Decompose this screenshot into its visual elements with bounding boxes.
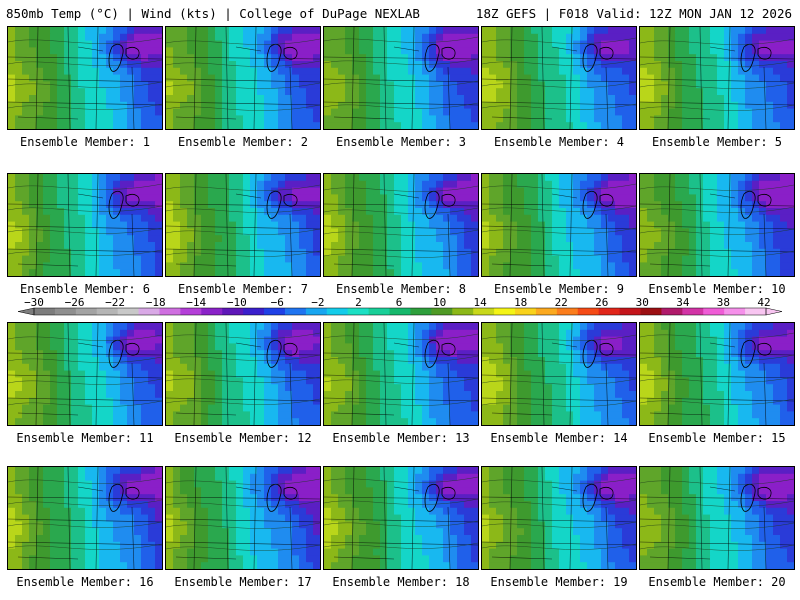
ensemble-member-map <box>639 466 795 570</box>
colorbar-swatch <box>243 308 265 315</box>
colorbar-tick-label: −6 <box>271 296 284 309</box>
ensemble-member-map <box>165 322 321 426</box>
colorbar-swatch <box>494 308 516 315</box>
colorbar-tick-label: −26 <box>65 296 85 309</box>
colorbar-tick-label: 10 <box>433 296 446 309</box>
ensemble-member-caption: Ensemble Member: 10 <box>648 282 786 296</box>
ensemble-member-map <box>165 466 321 570</box>
ensemble-member-caption: Ensemble Member: 7 <box>177 282 309 296</box>
colorbar-min-arrow <box>17 307 35 316</box>
colorbar-swatch <box>326 308 349 315</box>
colorbar-swatch <box>703 308 725 315</box>
ensemble-member-map <box>481 322 637 426</box>
ensemble-member-caption: Ensemble Member: 16 <box>16 575 154 589</box>
ensemble-member-caption: Ensemble Member: 14 <box>490 431 628 445</box>
ensemble-member-caption: Ensemble Member: 19 <box>490 575 628 589</box>
ensemble-member-caption: Ensemble Member: 18 <box>332 575 470 589</box>
ensemble-member-caption: Ensemble Member: 13 <box>332 431 470 445</box>
colorbar-tick-label: −10 <box>227 296 247 309</box>
ensemble-member-map <box>165 173 321 277</box>
colorbar-swatch <box>556 308 579 315</box>
ensemble-member-map <box>323 173 479 277</box>
colorbar-swatch <box>431 308 453 315</box>
colorbar-tick-label: −22 <box>105 296 125 309</box>
colorbar-tick-label: 18 <box>514 296 527 309</box>
colorbar-swatch <box>180 308 202 315</box>
colorbar-swatch <box>264 308 286 315</box>
run-valid-time: 18Z GEFS | F018 Valid: 12Z MON JAN 12 20… <box>475 6 792 21</box>
ensemble-member-map <box>7 322 163 426</box>
colorbar-tick-label: −18 <box>146 296 166 309</box>
colorbar-tick-label: 34 <box>676 296 690 309</box>
colorbar-swatch <box>201 308 223 315</box>
ensemble-member-caption: Ensemble Member: 1 <box>19 135 151 149</box>
ensemble-member-caption: Ensemble Member: 8 <box>335 282 467 296</box>
colorbar: −30 −26 −22 −18 −14 −10 −6 −2 2 6 10 14 18 22 26 30 34 38… <box>0 296 800 320</box>
ensemble-member-map <box>165 26 321 130</box>
ensemble-member-caption: Ensemble Member: 4 <box>493 135 625 149</box>
colorbar-tick-label: 2 <box>355 296 362 309</box>
colorbar-tick-label: 30 <box>636 296 649 309</box>
ensemble-member-caption: Ensemble Member: 3 <box>335 135 467 149</box>
colorbar-max-arrow <box>765 307 783 316</box>
ensemble-member-map <box>7 173 163 277</box>
colorbar-swatch <box>347 308 370 315</box>
colorbar-swatch <box>640 308 662 315</box>
ensemble-member-caption: Ensemble Member: 20 <box>648 575 786 589</box>
ensemble-member-map <box>481 173 637 277</box>
colorbar-tick-label: −2 <box>311 296 324 309</box>
colorbar-swatch <box>54 308 77 315</box>
colorbar-swatch <box>661 308 683 315</box>
ensemble-member-map <box>639 26 795 130</box>
chart-title: 850mb Temp (°C) | Wind (kts) | College o… <box>6 6 420 21</box>
colorbar-swatch <box>222 308 244 315</box>
ensemble-member-caption: Ensemble Member: 6 <box>19 282 151 296</box>
colorbar-swatch <box>473 308 495 315</box>
ensemble-member-map <box>7 26 163 130</box>
colorbar-swatch <box>284 308 307 315</box>
colorbar-swatch <box>682 308 704 315</box>
colorbar-swatch <box>452 308 474 315</box>
ensemble-member-caption: Ensemble Member: 17 <box>174 575 312 589</box>
colorbar-swatch <box>389 308 411 315</box>
colorbar-tick-label: 42 <box>757 296 770 309</box>
colorbar-swatch <box>535 308 558 315</box>
ensemble-member-map <box>323 26 479 130</box>
colorbar-tick-label: 26 <box>595 296 608 309</box>
ensemble-member-map <box>481 26 637 130</box>
colorbar-swatch <box>724 308 746 315</box>
colorbar-swatch <box>305 308 328 315</box>
colorbar-swatch <box>96 308 119 315</box>
colorbar-swatch <box>75 308 98 315</box>
colorbar-swatch <box>515 308 537 315</box>
ensemble-member-caption: Ensemble Member: 9 <box>493 282 625 296</box>
ensemble-member-map <box>639 173 795 277</box>
colorbar-tick-label: 22 <box>555 296 568 309</box>
ensemble-member-map <box>7 466 163 570</box>
ensemble-member-map <box>323 322 479 426</box>
ensemble-member-map <box>639 322 795 426</box>
ensemble-member-caption: Ensemble Member: 12 <box>174 431 312 445</box>
ensemble-member-map <box>481 466 637 570</box>
colorbar-tick-label: −30 <box>24 296 44 309</box>
ensemble-member-caption: Ensemble Member: 11 <box>16 431 154 445</box>
colorbar-tick-label: 6 <box>396 296 403 309</box>
colorbar-swatch <box>410 308 432 315</box>
colorbar-swatch <box>745 308 767 315</box>
colorbar-swatch <box>138 308 160 315</box>
colorbar-tick-label: 38 <box>717 296 730 309</box>
colorbar-swatch <box>34 308 56 315</box>
ensemble-member-map <box>323 466 479 570</box>
colorbar-swatch <box>159 308 181 315</box>
colorbar-swatch <box>577 308 600 315</box>
colorbar-tick-label: 14 <box>473 296 487 309</box>
colorbar-swatch <box>368 308 390 315</box>
colorbar-swatch <box>598 308 620 315</box>
colorbar-tick-label: −14 <box>186 296 206 309</box>
colorbar-swatch <box>619 308 641 315</box>
ensemble-member-caption: Ensemble Member: 15 <box>648 431 786 445</box>
colorbar-swatch <box>117 308 139 315</box>
ensemble-member-caption: Ensemble Member: 5 <box>651 135 783 149</box>
ensemble-member-caption: Ensemble Member: 2 <box>177 135 309 149</box>
